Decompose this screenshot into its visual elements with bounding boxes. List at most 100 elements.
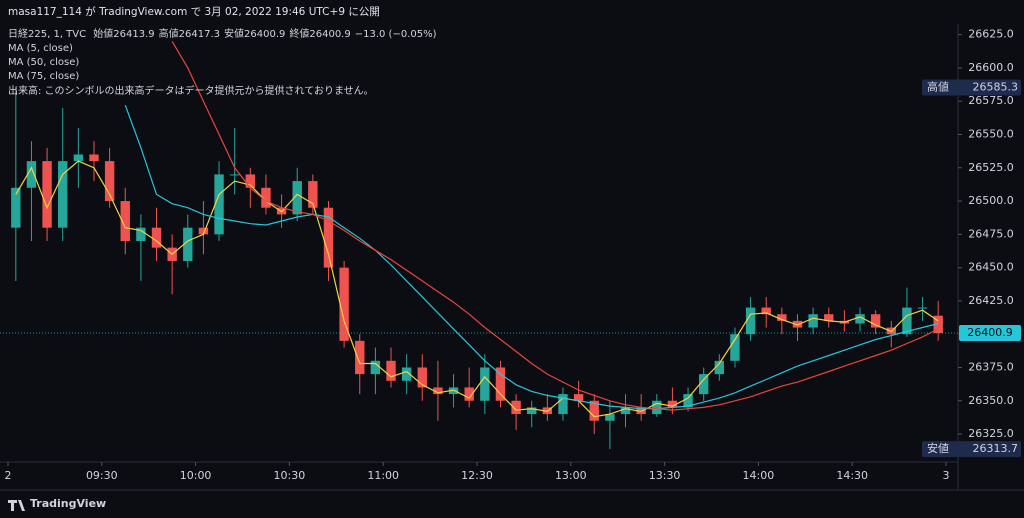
y-tick-label: 26325.0	[968, 427, 1014, 440]
y-tick-label: 26375.0	[968, 360, 1014, 373]
candle-body	[26, 161, 37, 188]
candle-body	[495, 367, 506, 401]
candle-body	[73, 154, 84, 162]
candle-body	[902, 307, 912, 335]
indicator-name: MA (5, close)	[8, 43, 73, 54]
candle-body	[120, 201, 130, 242]
candle-body	[58, 161, 68, 228]
candle-body	[667, 400, 678, 408]
candle-body	[870, 314, 881, 328]
last-price-label: 26400.9	[967, 326, 1013, 339]
field-label: 高値	[158, 29, 179, 40]
candle-body	[511, 400, 521, 415]
marker-label: 安値	[927, 441, 949, 455]
y-tick-label: 26475.0	[968, 227, 1014, 240]
candle-body	[589, 400, 599, 421]
x-tick-label: 09:30	[86, 469, 118, 482]
candle-body	[698, 374, 709, 395]
x-tick-label: 13:00	[555, 469, 587, 482]
candle-body	[292, 181, 302, 215]
candle-body	[808, 314, 818, 328]
y-tick-label: 26450.0	[968, 261, 1014, 274]
ma-line	[15, 160, 939, 418]
candle-body	[433, 387, 443, 395]
candle-body	[527, 407, 537, 415]
marker-value: 26313.7	[973, 442, 1019, 455]
candle-body	[401, 367, 412, 381]
candle-body	[89, 154, 99, 162]
candle-body	[730, 334, 740, 361]
candle-body	[605, 414, 615, 421]
field-label: 始値	[93, 29, 114, 40]
footer-brand: TradingView	[30, 497, 107, 510]
candle-body	[104, 161, 115, 202]
candle-body	[573, 394, 584, 401]
candle-body	[198, 227, 209, 235]
candle-body	[792, 320, 803, 328]
candle-body	[417, 367, 427, 388]
candle-body	[777, 314, 787, 321]
notice: 出来高: このシンボルの出来高データはデータ提供元から提供されておりません。	[8, 86, 374, 97]
y-tick-label: 26550.0	[968, 127, 1014, 140]
candle-body	[558, 394, 568, 415]
attribution: masa117_114 が TradingView.com で 3月 02, 2…	[8, 6, 380, 18]
field-value: 26400.9	[309, 29, 351, 40]
symbol: 日経225, 1, TVC	[8, 29, 87, 40]
candle-body	[245, 174, 256, 188]
candle-body	[714, 360, 725, 375]
y-tick-label: 26525.0	[968, 161, 1014, 174]
y-tick-label: 26500.0	[968, 194, 1014, 207]
candle-body	[151, 227, 162, 248]
candle-body	[11, 187, 21, 228]
y-tick-label: 26425.0	[968, 294, 1014, 307]
x-tick-label: 11:00	[367, 469, 399, 482]
plot	[11, 40, 943, 450]
candle-body	[464, 387, 474, 401]
candle-body	[339, 267, 349, 341]
candle-body	[917, 307, 928, 309]
candle-body	[652, 400, 662, 415]
marker-label: 高値	[927, 80, 949, 94]
x-tick-label: 3	[943, 469, 950, 482]
candle-body	[480, 367, 490, 401]
legend-header: 日経225, 1, TVC 始値26413.9 高値26417.3 安値26400.…	[8, 28, 441, 42]
candle-body	[386, 360, 396, 381]
candle-body	[824, 314, 834, 321]
candle-body	[355, 340, 365, 375]
candle-body	[42, 161, 52, 228]
field-value: 26413.9	[113, 29, 155, 40]
x-tick-label: 14:30	[836, 469, 868, 482]
marker-box	[922, 441, 1021, 458]
candle-body	[308, 181, 318, 208]
candle-body	[855, 314, 865, 324]
logo	[8, 500, 25, 511]
ma-line	[124, 104, 939, 410]
y-tick-label: 26625.0	[968, 28, 1014, 41]
field-value: 26417.3	[178, 29, 221, 40]
candle-body	[214, 174, 224, 235]
candle-body	[323, 207, 334, 268]
candle-body	[261, 187, 271, 208]
x-tick-label: 12:30	[461, 469, 493, 482]
candle-body	[229, 174, 240, 176]
x-tick-label: 14:00	[743, 469, 775, 482]
last-price-box	[959, 324, 1021, 341]
candle-body	[136, 227, 146, 242]
ma-line	[171, 40, 939, 411]
x-tick-label: 13:30	[649, 469, 681, 482]
candle-body	[183, 227, 193, 261]
y-tick-label: 26350.0	[968, 394, 1014, 407]
marker-box	[922, 79, 1021, 96]
candle-body	[620, 407, 631, 415]
candle-body	[636, 407, 646, 415]
y-tick-label: 26600.0	[968, 61, 1014, 74]
y-tick-label: 26575.0	[968, 94, 1014, 107]
x-tick-label: 10:00	[180, 469, 212, 482]
candle-body	[933, 315, 943, 333]
marker-value: 26585.3	[973, 81, 1019, 94]
x-tick-label: 10:30	[274, 469, 306, 482]
candle-body	[761, 307, 771, 315]
change: −13.0 (−0.05%)	[354, 29, 437, 40]
x-tick-label: 2	[5, 469, 12, 482]
